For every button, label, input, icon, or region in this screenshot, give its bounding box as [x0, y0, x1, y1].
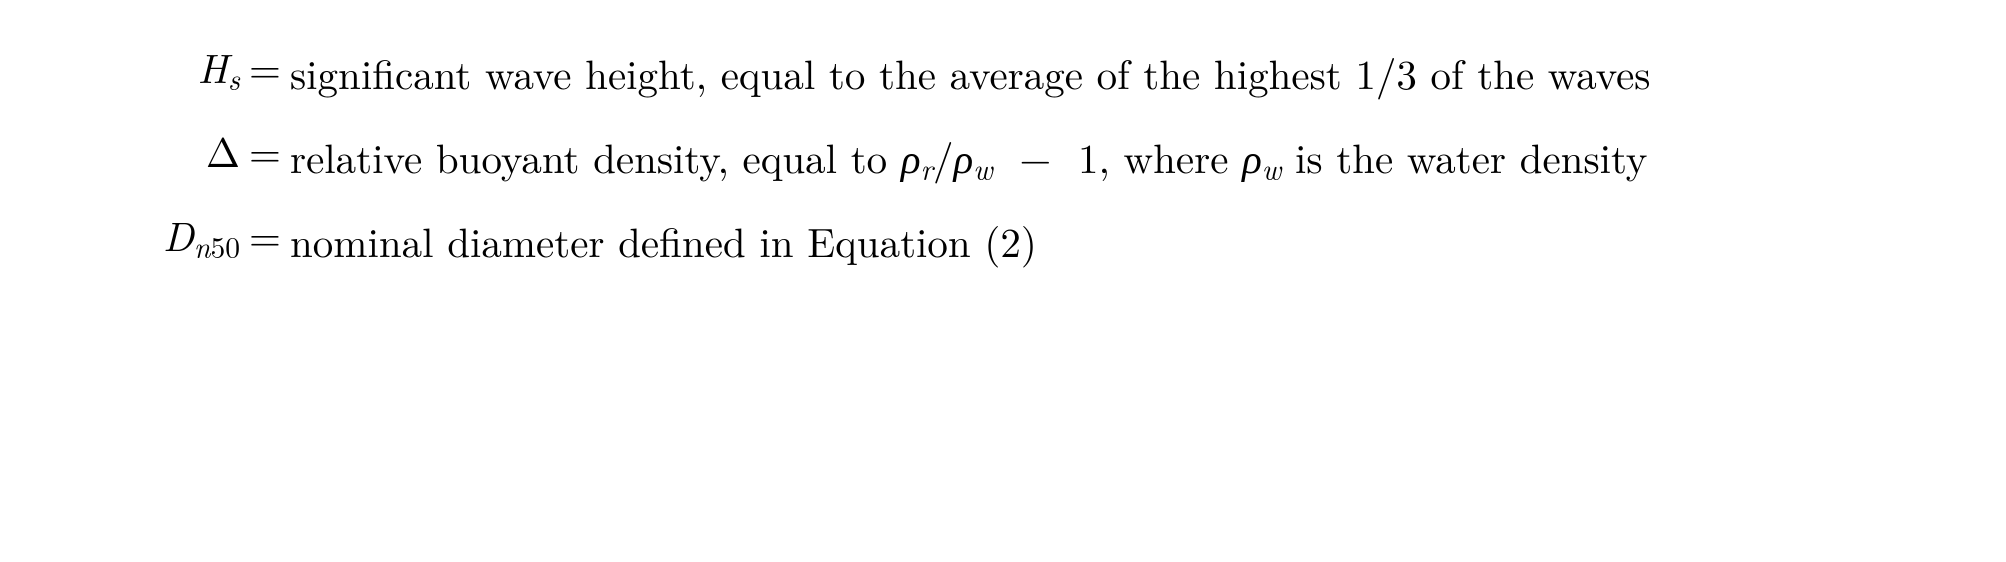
equals-1: =	[240, 114, 290, 198]
equals-2: =	[240, 198, 290, 282]
symbol-Delta: Δ	[50, 114, 240, 198]
description-Dn50: nominal diameter defined in Equation (2)	[290, 198, 1956, 282]
definitions-block: Hs = significant wave height, equal to t…	[0, 0, 2006, 562]
equals-0: =	[240, 30, 290, 114]
symbol-Dn50: Dn50	[50, 198, 240, 282]
description-Hs: significant wave height, equal to the av…	[290, 30, 1956, 114]
description-Delta: relative buoyant density, equal to ρr/ρw…	[290, 114, 1956, 198]
definitions-grid: Hs = significant wave height, equal to t…	[50, 30, 1956, 282]
symbol-Hs: Hs	[50, 30, 240, 114]
